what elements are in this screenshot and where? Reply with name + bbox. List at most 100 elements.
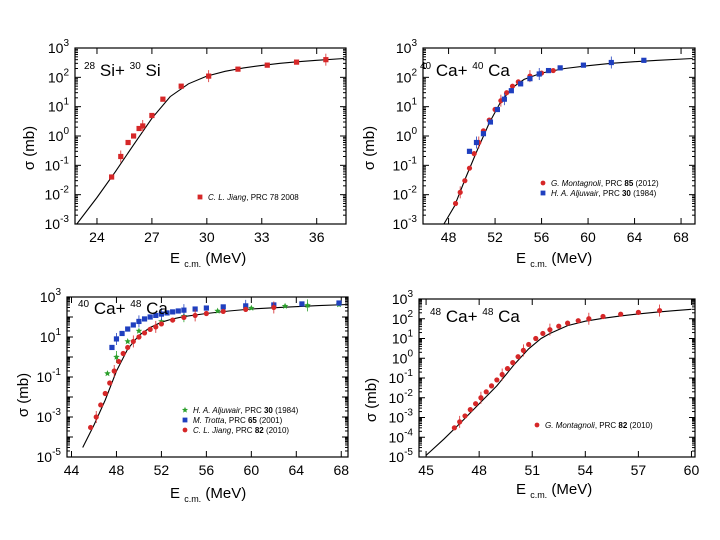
- legend: C. L. Jiang, PRC 78 2008: [197, 193, 299, 202]
- data-point: [98, 402, 104, 408]
- x-tick-label: 64: [627, 229, 643, 245]
- y-tick-label: 101: [40, 327, 62, 345]
- data-point: [281, 302, 289, 309]
- y-tick-label: 103: [396, 38, 418, 56]
- data-point: [527, 76, 533, 82]
- y-tick-label: 103: [392, 289, 414, 307]
- data-point: [657, 307, 663, 314]
- data-point: [488, 383, 495, 389]
- data-point: [526, 341, 532, 348]
- data-point: [107, 380, 113, 386]
- x-axis-label: E c.m. (MeV): [170, 250, 246, 271]
- data-point: [136, 125, 142, 132]
- data-point: [487, 119, 494, 125]
- data-point: [130, 322, 136, 328]
- data-point: [206, 73, 212, 79]
- data-point: [304, 302, 311, 309]
- data-point: [462, 178, 468, 184]
- panel-ca40-ca48: 44 48 52 56 60 64 68 10-5 10-3 10-1 101 103 40 Ca+ …: [15, 287, 349, 504]
- data-point: [480, 131, 487, 137]
- data-point: [547, 327, 553, 333]
- data-point: [299, 301, 305, 307]
- x-tick-label: 52: [487, 229, 503, 245]
- x-tick-label: 48: [441, 229, 457, 245]
- data-point: [452, 200, 459, 207]
- data-point: [536, 71, 542, 77]
- data-point: [164, 310, 170, 316]
- x-axis-unit: (MeV): [551, 250, 592, 267]
- y-axis-label: σ (mb): [15, 373, 32, 417]
- panel-ca40-ca40: 48 52 56 60 64 68 10-3 10-2 10-1 100 101 102 103 40 …: [361, 38, 696, 269]
- data-point: [181, 314, 187, 321]
- legend-marker: [534, 422, 540, 428]
- y-axis-label: σ (mb): [363, 378, 380, 422]
- data-point: [565, 320, 571, 326]
- y-tick-label: 100: [396, 126, 418, 144]
- legend-entry: G. Montagnoli, PRC 85 (2012): [551, 179, 659, 188]
- reaction-mass-a: 40: [78, 299, 90, 310]
- data-point: [264, 62, 270, 68]
- data-point: [575, 318, 581, 324]
- x-tick-label: 56: [199, 462, 215, 478]
- data-point: [618, 311, 624, 317]
- data-point: [125, 326, 131, 332]
- x-axis-subscript: c.m.: [184, 494, 201, 504]
- y-tick-label: 100: [48, 126, 70, 144]
- x-axis-subscript: c.m.: [184, 259, 201, 269]
- legend-entry: H. A. Aljuwair, PRC 30 (1984): [551, 189, 657, 198]
- data-point: [515, 354, 521, 360]
- reaction-element-b: Ca: [146, 299, 168, 318]
- data-point: [248, 304, 255, 311]
- data-point: [586, 316, 592, 322]
- reaction-mass-a: 48: [430, 307, 442, 318]
- y-tick-label: 10-5: [37, 447, 62, 465]
- x-tick-label: 52: [154, 462, 170, 478]
- y-tick-label: 10-4: [389, 427, 414, 445]
- reaction-element-b: Ca: [498, 307, 520, 326]
- x-tick-label: 45: [418, 462, 434, 478]
- y-tick-label: 10-3: [37, 407, 62, 425]
- reaction-mass-a: 28: [84, 61, 96, 72]
- data-point: [136, 318, 142, 325]
- data-point: [130, 338, 136, 345]
- x-tick-label: 68: [333, 462, 349, 478]
- x-tick-label: 33: [254, 229, 270, 245]
- x-tick-label: 48: [109, 462, 125, 478]
- y-axis-label: σ (mb): [361, 126, 378, 170]
- data-point: [140, 123, 146, 129]
- data-point: [462, 413, 468, 419]
- data-point: [293, 59, 300, 65]
- data-point: [220, 304, 226, 310]
- legend: G. Montagnoli, PRC 85 (2012)H. A. Aljuwa…: [540, 179, 659, 198]
- data-point: [109, 344, 115, 351]
- data-point: [556, 323, 562, 329]
- y-tick-label: 10-5: [389, 447, 414, 465]
- fit-curve: [443, 57, 693, 224]
- data-point: [457, 189, 463, 195]
- y-tick-label: 102: [48, 67, 70, 85]
- reaction-label: 40 Ca+ 40 Ca: [420, 54, 510, 80]
- reaction-mass-b: 48: [130, 299, 142, 310]
- x-axis-label: E c.m. (MeV): [516, 481, 592, 502]
- data-point: [104, 370, 111, 377]
- x-axis-symbol: E: [170, 250, 180, 267]
- data-point: [158, 311, 165, 317]
- legend: H. A. Aljuwair, PRC 30 (1984)M. Trotta, …: [181, 406, 299, 435]
- data-point: [118, 153, 124, 160]
- data-point: [109, 174, 115, 180]
- data-point: [509, 83, 516, 89]
- data-point: [93, 414, 99, 420]
- y-axis-label: σ (mb): [21, 126, 38, 170]
- x-axis-subscript: c.m.: [530, 490, 547, 500]
- y-tick-label: 10-1: [393, 155, 418, 173]
- data-point: [147, 326, 153, 332]
- data-point: [220, 308, 226, 315]
- reaction-mass-b: 48: [482, 307, 494, 318]
- data-point: [141, 316, 148, 322]
- data-point: [192, 312, 198, 319]
- x-tick-label: 51: [524, 462, 540, 478]
- series-2: [466, 56, 647, 154]
- data-point: [510, 360, 516, 366]
- reaction-label: 40 Ca+ 48 Ca: [78, 292, 168, 318]
